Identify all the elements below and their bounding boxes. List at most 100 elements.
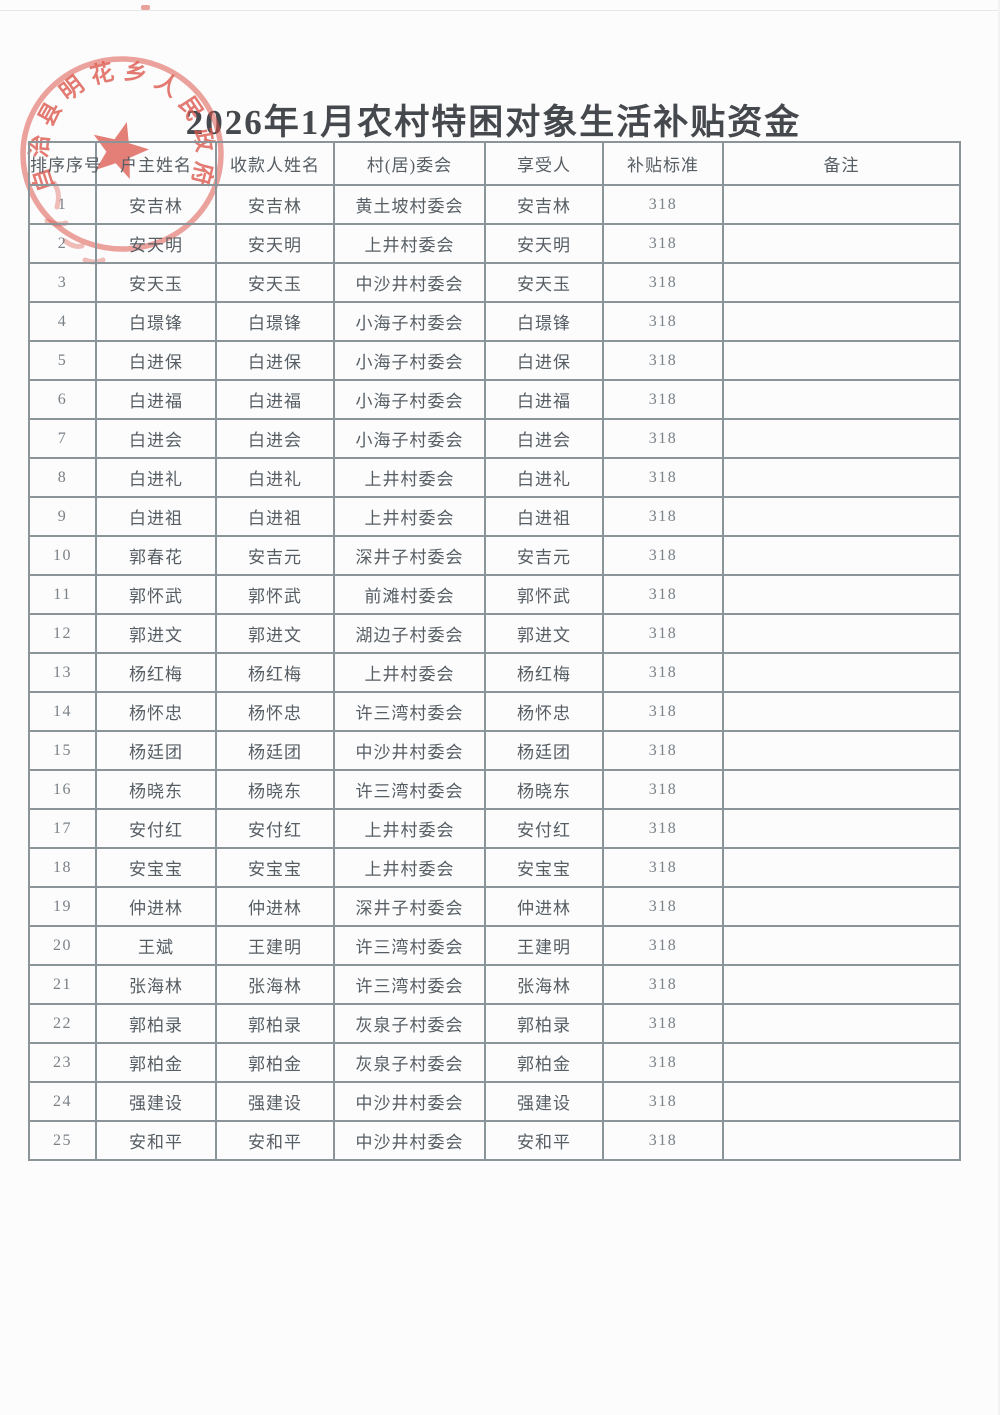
cell-remark: [722, 496, 961, 537]
cell-no: 18: [28, 847, 97, 888]
cell-village: 黄土坡村委会: [333, 184, 486, 225]
cell-standard: 318: [602, 340, 724, 381]
cell-remark: [722, 847, 961, 888]
cell-remark: [722, 691, 961, 732]
column-header: 收款人姓名: [215, 141, 335, 186]
cell-no: 12: [28, 613, 97, 654]
cell-household: 杨廷团: [95, 730, 217, 771]
cell-village: 上井村委会: [333, 847, 486, 888]
cell-remark: [722, 730, 961, 771]
cell-no: 1: [28, 184, 97, 225]
cell-standard: 318: [602, 691, 724, 732]
table-row: 23 郭柏金 郭柏金 灰泉子村委会 郭柏金 318: [28, 1042, 961, 1083]
cell-remark: [722, 301, 961, 342]
table-row: 2 安天明 安天明 上井村委会 安天明 318: [28, 223, 961, 264]
cell-remark: [722, 652, 961, 693]
cell-beneficiary: 杨红梅: [484, 652, 604, 693]
table-row: 1 安吉林 安吉林 黄土坡村委会 安吉林 318: [28, 184, 961, 225]
table-row: 10 郭春花 安吉元 深井子村委会 安吉元 318: [28, 535, 961, 576]
cell-beneficiary: 郭怀武: [484, 574, 604, 615]
cell-beneficiary: 安和平: [484, 1120, 604, 1161]
cell-village: 上井村委会: [333, 457, 486, 498]
cell-beneficiary: 白进福: [484, 379, 604, 420]
cell-no: 22: [28, 1003, 97, 1044]
cell-beneficiary: 强建设: [484, 1081, 604, 1122]
cell-household: 张海林: [95, 964, 217, 1005]
cell-household: 杨晓东: [95, 769, 217, 810]
column-header: 村(居)委会: [333, 141, 486, 186]
cell-beneficiary: 安吉林: [484, 184, 604, 225]
cell-remark: [722, 1120, 961, 1161]
cell-beneficiary: 张海林: [484, 964, 604, 1005]
cell-beneficiary: 杨怀忠: [484, 691, 604, 732]
cell-standard: 318: [602, 925, 724, 966]
table-row: 9 白进祖 白进祖 上井村委会 白进祖 318: [28, 496, 961, 537]
cell-beneficiary: 安天玉: [484, 262, 604, 303]
cell-payee: 张海林: [215, 964, 335, 1005]
table-row: 12 郭进文 郭进文 湖边子村委会 郭进文 318: [28, 613, 961, 654]
column-header: 享受人: [484, 141, 604, 186]
cell-no: 20: [28, 925, 97, 966]
cell-beneficiary: 郭进文: [484, 613, 604, 654]
cell-payee: 安付红: [215, 808, 335, 849]
cell-no: 11: [28, 574, 97, 615]
cell-village: 中沙井村委会: [333, 1120, 486, 1161]
cell-payee: 白进祖: [215, 496, 335, 537]
column-header: 补贴标准: [602, 141, 724, 186]
table-row: 18 安宝宝 安宝宝 上井村委会 安宝宝 318: [28, 847, 961, 888]
cell-household: 强建设: [95, 1081, 217, 1122]
cell-village: 小海子村委会: [333, 340, 486, 381]
cell-no: 16: [28, 769, 97, 810]
scan-artifact-edge: [998, 0, 1000, 1415]
cell-payee: 杨晓东: [215, 769, 335, 810]
cell-payee: 白进保: [215, 340, 335, 381]
cell-household: 郭进文: [95, 613, 217, 654]
cell-payee: 安宝宝: [215, 847, 335, 888]
cell-village: 灰泉子村委会: [333, 1042, 486, 1083]
cell-remark: [722, 457, 961, 498]
cell-household: 白进祖: [95, 496, 217, 537]
cell-beneficiary: 白进礼: [484, 457, 604, 498]
cell-remark: [722, 1042, 961, 1083]
cell-standard: 318: [602, 847, 724, 888]
cell-beneficiary: 白进保: [484, 340, 604, 381]
cell-household: 郭柏金: [95, 1042, 217, 1083]
cell-standard: 318: [602, 1003, 724, 1044]
cell-standard: 318: [602, 730, 724, 771]
cell-remark: [722, 964, 961, 1005]
cell-payee: 安天明: [215, 223, 335, 264]
cell-beneficiary: 白璟锋: [484, 301, 604, 342]
table-row: 25 安和平 安和平 中沙井村委会 安和平 318: [28, 1120, 961, 1161]
cell-payee: 强建设: [215, 1081, 335, 1122]
cell-payee: 郭怀武: [215, 574, 335, 615]
cell-standard: 318: [602, 301, 724, 342]
cell-beneficiary: 白进会: [484, 418, 604, 459]
cell-village: 深井子村委会: [333, 535, 486, 576]
cell-household: 安宝宝: [95, 847, 217, 888]
column-header: 排序序号: [28, 141, 101, 186]
cell-remark: [722, 184, 961, 225]
cell-no: 8: [28, 457, 97, 498]
cell-village: 许三湾村委会: [333, 691, 486, 732]
cell-household: 杨红梅: [95, 652, 217, 693]
cell-household: 白璟锋: [95, 301, 217, 342]
cell-remark: [722, 223, 961, 264]
cell-payee: 郭进文: [215, 613, 335, 654]
cell-payee: 安和平: [215, 1120, 335, 1161]
red-ink-speck: [141, 5, 150, 10]
cell-beneficiary: 安吉元: [484, 535, 604, 576]
column-header: 备注: [722, 141, 961, 186]
cell-standard: 318: [602, 496, 724, 537]
cell-standard: 318: [602, 886, 724, 927]
table-row: 8 白进礼 白进礼 上井村委会 白进礼 318: [28, 457, 961, 498]
cell-standard: 318: [602, 379, 724, 420]
cell-household: 郭春花: [95, 535, 217, 576]
cell-household: 郭怀武: [95, 574, 217, 615]
cell-no: 10: [28, 535, 97, 576]
cell-household: 白进保: [95, 340, 217, 381]
cell-remark: [722, 262, 961, 303]
cell-village: 上井村委会: [333, 808, 486, 849]
cell-no: 3: [28, 262, 97, 303]
scan-artifact-line: [0, 10, 1000, 11]
cell-household: 白进礼: [95, 457, 217, 498]
